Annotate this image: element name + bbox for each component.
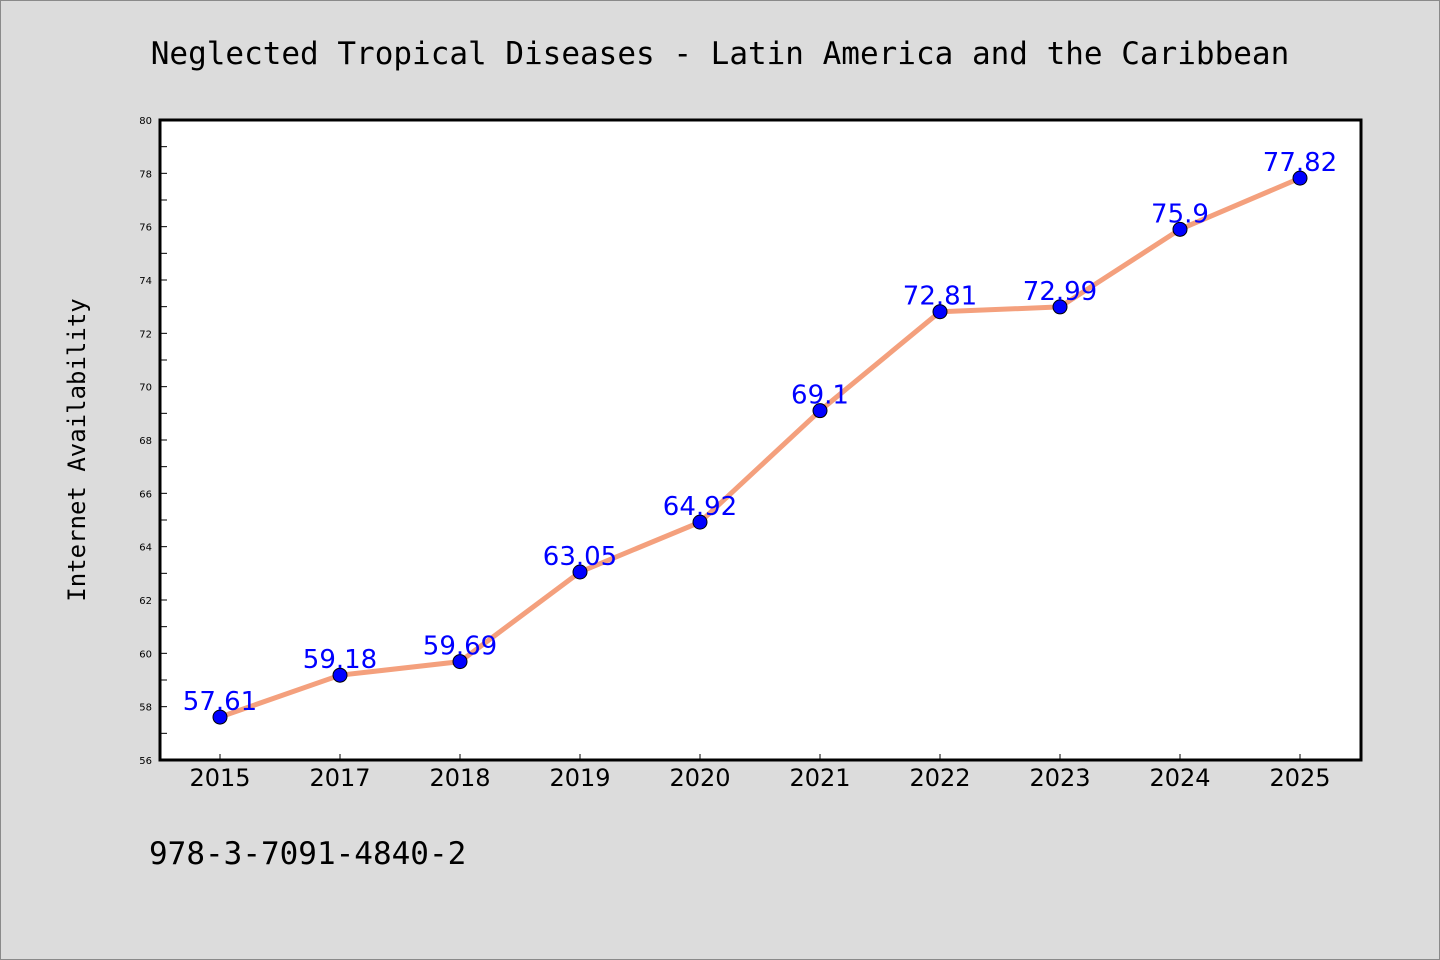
x-tick-label: 2017 — [309, 764, 370, 792]
x-axis: 2015 2017 2018 2019 2020 2021 2022 2023 2024 2025 — [189, 754, 1331, 792]
data-label: 64.92 — [663, 492, 737, 522]
y-axis-label: Internet Availability — [63, 298, 91, 601]
y-tick-label: 70 — [139, 383, 152, 394]
x-tick-label: 2025 — [1269, 764, 1330, 792]
data-point — [572, 564, 588, 580]
data-label: 69.1 — [791, 381, 849, 411]
series-group — [212, 170, 1308, 725]
x-tick-label: 2022 — [909, 764, 970, 792]
y-tick-label: 56 — [139, 756, 152, 767]
data-label: 63.05 — [543, 542, 617, 572]
data-label-group: 57.61 59.18 59.69 63.05 64.92 69.1 72.81 72.99 7… — [183, 148, 1337, 717]
data-label: 57.61 — [183, 687, 257, 717]
data-point — [212, 709, 228, 725]
y-tick-label: 60 — [139, 649, 152, 660]
plot-area — [160, 120, 1361, 760]
y-tick-label: 62 — [139, 596, 152, 607]
series-line — [217, 175, 1303, 720]
data-point — [332, 667, 348, 683]
data-point — [692, 514, 708, 530]
x-tick-label: 2020 — [669, 764, 730, 792]
data-label: 59.18 — [303, 645, 377, 675]
x-tick-label: 2023 — [1029, 764, 1090, 792]
y-tick-label: 74 — [139, 276, 152, 287]
data-point — [812, 403, 828, 419]
y-tick-label: 72 — [139, 329, 152, 340]
x-tick-label: 2019 — [549, 764, 610, 792]
data-point — [1052, 299, 1068, 315]
data-point — [452, 654, 468, 670]
x-tick-label: 2024 — [1149, 764, 1210, 792]
y-tick-label: 64 — [139, 543, 152, 554]
data-point — [1172, 221, 1188, 237]
data-label: 72.81 — [903, 282, 977, 312]
data-label: 77.82 — [1263, 148, 1337, 178]
chart-title: Neglected Tropical Diseases - Latin Amer… — [151, 36, 1289, 72]
x-tick-label: 2018 — [429, 764, 490, 792]
y-tick-label: 58 — [139, 703, 152, 714]
y-tick-label: 80 — [139, 116, 152, 127]
y-tick-label: 78 — [139, 169, 152, 180]
y-tick-label: 66 — [139, 489, 152, 500]
plot-frame — [158, 118, 1363, 762]
data-label: 72.99 — [1023, 277, 1097, 307]
data-label: 59.69 — [423, 632, 497, 662]
y-tick-label: 68 — [139, 436, 152, 447]
data-point — [1292, 170, 1308, 186]
x-tick-label: 2015 — [189, 764, 250, 792]
y-tick-label: 76 — [139, 223, 152, 234]
data-label: 75.9 — [1151, 199, 1209, 229]
x-tick-label: 2021 — [789, 764, 850, 792]
data-point — [932, 304, 948, 320]
isbn-text: 978-3-7091-4840-2 — [149, 836, 466, 872]
